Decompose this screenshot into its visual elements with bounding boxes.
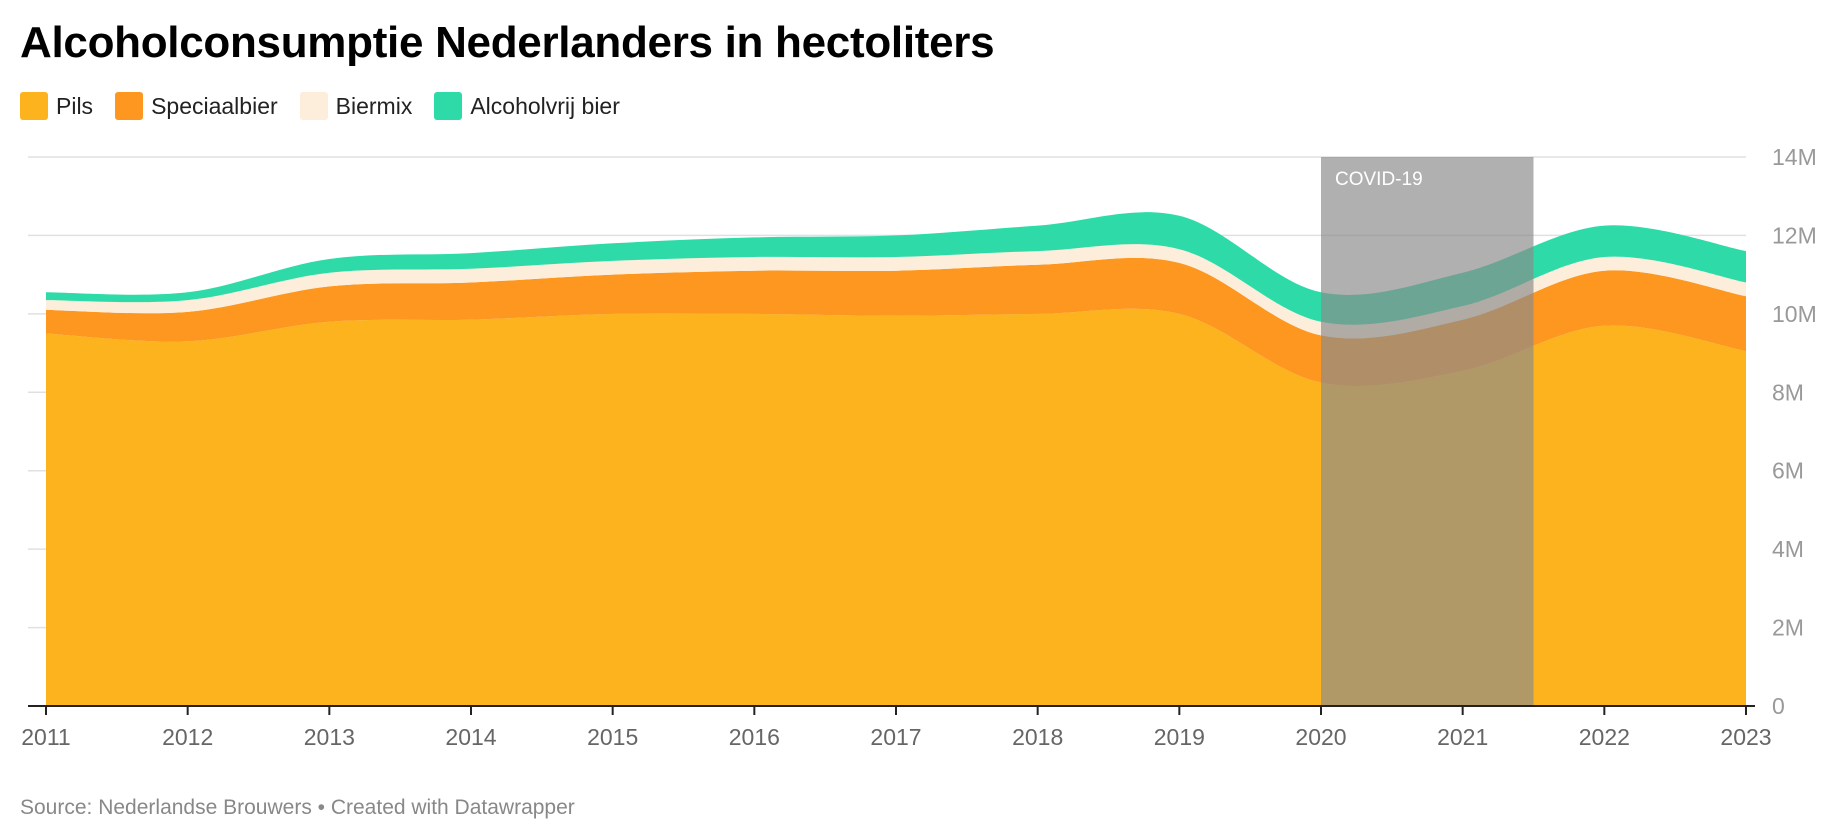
x-tick-label: 2021 xyxy=(1437,724,1488,750)
legend-swatch-alcoholvrij-bier xyxy=(434,92,463,120)
axes: 0 2M 4M 6M 8M 10M 12M 14M 2011 2012 2013 2014 2015 20… xyxy=(21,144,1816,750)
x-tick-label: 2018 xyxy=(1012,724,1063,750)
y-tick-label: 8M xyxy=(1772,379,1804,405)
x-tick-label: 2015 xyxy=(587,724,638,750)
legend-item-speciaalbier: Speciaalbier xyxy=(115,92,278,120)
x-tick-label: 2017 xyxy=(870,724,921,750)
legend-item-pils: Pils xyxy=(20,92,93,120)
y-tick-label: 12M xyxy=(1772,222,1817,248)
legend-label-speciaalbier: Speciaalbier xyxy=(151,92,278,119)
legend-swatch-biermix xyxy=(299,92,328,120)
chart-title: Alcoholconsumptie Nederlanders in hectol… xyxy=(20,18,995,67)
y-tick-label: 6M xyxy=(1772,458,1804,484)
covid-highlight-band xyxy=(1321,157,1534,706)
x-tick-label: 2022 xyxy=(1579,724,1630,750)
x-tick-label: 2023 xyxy=(1720,724,1771,750)
x-tick-label: 2020 xyxy=(1295,724,1346,750)
legend-swatch-speciaalbier xyxy=(115,92,144,120)
legend-label-pils: Pils xyxy=(56,92,94,119)
x-tick-label: 2016 xyxy=(729,724,780,750)
legend-label-biermix: Biermix xyxy=(335,92,413,119)
area-biermix xyxy=(46,244,1746,339)
legend-item-alcoholvrij-bier: Alcoholvrij bier xyxy=(434,92,620,120)
legend: Pils Speciaalbier Biermix Alcoholvrij bi… xyxy=(20,92,620,120)
x-tick-label: 2013 xyxy=(304,724,355,750)
x-tick-label: 2011 xyxy=(21,724,70,750)
x-tick-label: 2019 xyxy=(1154,724,1205,750)
source-note: Source: Nederlandse Brouwers • Created w… xyxy=(20,796,575,819)
y-tick-label: 10M xyxy=(1772,301,1817,327)
covid-label: COVID-19 xyxy=(1335,169,1423,190)
legend-item-biermix: Biermix xyxy=(299,92,413,120)
legend-label-alcoholvrij-bier: Alcoholvrij bier xyxy=(470,92,620,119)
y-tick-label: 0 xyxy=(1772,693,1785,719)
x-tick-label: 2012 xyxy=(162,724,213,750)
y-tick-label: 2M xyxy=(1772,615,1804,641)
legend-swatch-pils xyxy=(20,92,48,120)
y-tick-label: 14M xyxy=(1772,144,1817,170)
x-tick-label: 2014 xyxy=(445,724,496,750)
covid-band: COVID-19 xyxy=(1321,157,1534,706)
y-tick-label: 4M xyxy=(1772,536,1804,562)
